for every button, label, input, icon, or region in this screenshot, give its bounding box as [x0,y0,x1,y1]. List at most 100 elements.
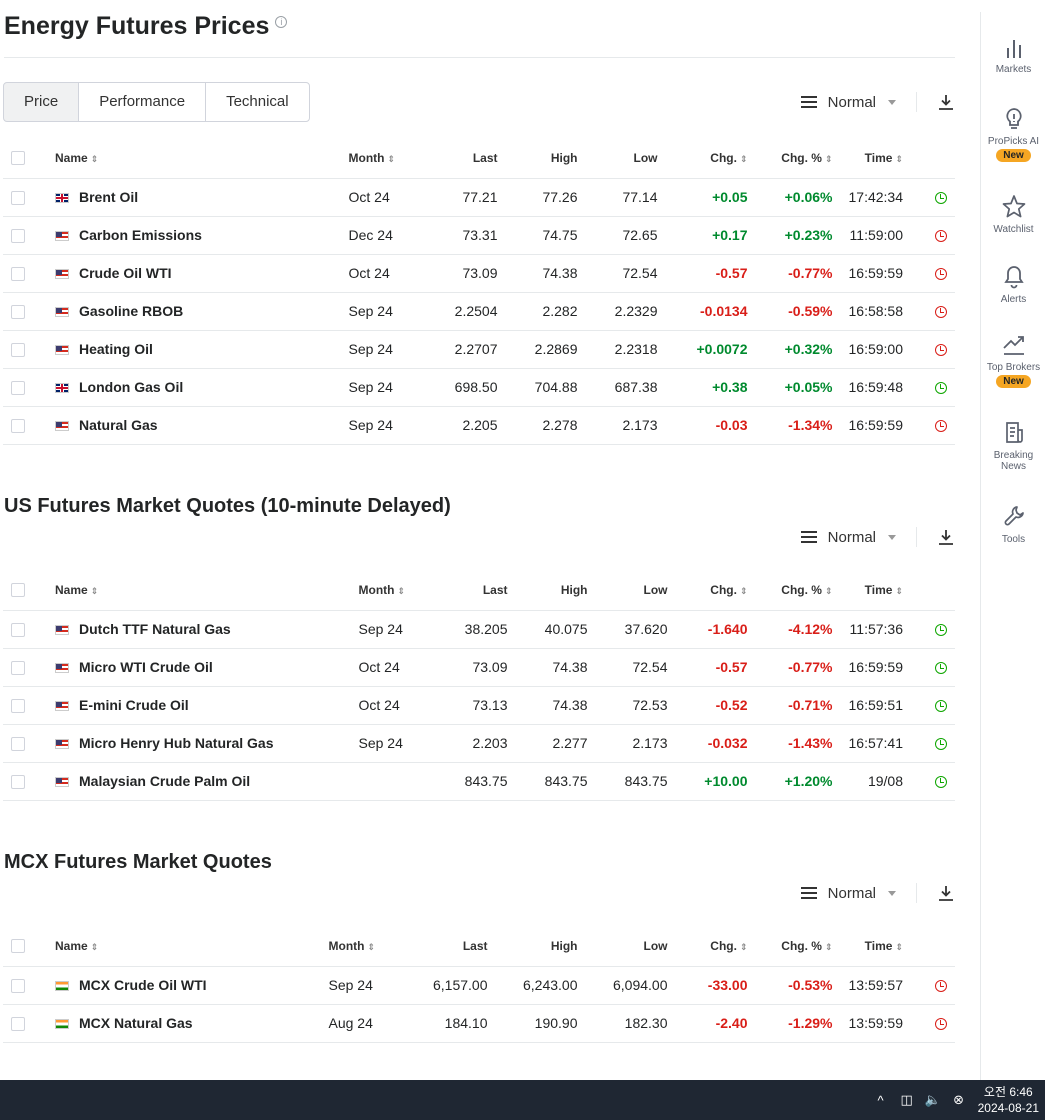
chg-pct-cell: -0.53% [755,966,841,1005]
volume-icon[interactable]: 🔈 [924,1092,941,1107]
clock-icon [935,700,947,713]
col-chg-pct[interactable]: Chg. % ⇕ [755,138,841,179]
download-icon[interactable] [937,93,955,111]
col-month[interactable]: Month ⇕ [350,570,441,611]
instrument-name-link[interactable]: Crude Oil WTI [79,265,172,281]
sidebar-item-watchlist[interactable]: Watchlist [981,194,1045,235]
instrument-name-link[interactable]: Brent Oil [79,189,139,205]
sidebar-item-markets[interactable]: Markets [981,36,1045,75]
instrument-name-link[interactable]: Malaysian Crude Palm Oil [79,773,251,789]
last-cell: 2.2707 [430,330,506,369]
row-checkbox[interactable] [3,254,47,293]
instrument-name-link[interactable]: MCX Natural Gas [79,1015,193,1031]
col-time[interactable]: Time ⇕ [840,926,911,967]
select-all-checkbox[interactable] [3,926,47,967]
row-checkbox[interactable] [3,1004,47,1043]
info-icon[interactable]: i [275,16,288,28]
flag-in-icon [55,981,69,992]
us-futures-table: Name ⇕ Month ⇕ Last High Low Chg. ⇕ Chg. % ⇕ Time ⇕ D… [3,570,955,801]
table-row[interactable]: Natural Gas Sep 24 2.205 2.278 2.173 -0.03 -1.… [3,406,955,445]
col-month[interactable]: Month ⇕ [340,138,431,179]
col-chg[interactable]: Chg. ⇕ [665,138,756,179]
row-checkbox[interactable] [3,686,47,725]
select-all-checkbox[interactable] [3,138,47,179]
table-row[interactable]: MCX Natural Gas Aug 24 184.10 190.90 182.30-… [3,1004,955,1043]
view-controls: Normal [800,522,955,552]
network-icon[interactable]: ◫ [900,1092,913,1107]
table-row[interactable]: Micro Henry Hub Natural Gas Sep 24 2.203 2.… [3,724,955,763]
instrument-name-link[interactable]: Carbon Emissions [79,227,202,243]
instrument-name-link[interactable]: MCX Crude Oil WTI [79,977,207,993]
row-checkbox[interactable] [3,292,47,331]
tab-price[interactable]: Price [3,82,80,122]
instrument-name-link[interactable]: Gasoline RBOB [79,303,184,319]
instrument-name-link[interactable]: Dutch TTF Natural Gas [79,621,231,637]
section-title-mcx-futures: MCX Futures Market Quotes [4,851,272,873]
download-icon[interactable] [937,884,955,902]
col-low: Low [595,570,676,611]
row-checkbox[interactable] [3,762,47,801]
col-time[interactable]: Time ⇕ [840,570,911,611]
table-row[interactable]: Dutch TTF Natural Gas Sep 24 38.205 40.075 3… [3,610,955,649]
chevron-up-icon[interactable]: ^ [877,1092,884,1108]
col-chg-pct[interactable]: Chg. % ⇕ [755,570,841,611]
table-row[interactable]: Micro WTI Crude Oil Oct 24 73.09 74.38 72.54… [3,648,955,687]
taskbar-clock[interactable]: 오전 6:46 2024-08-21 [978,1084,1039,1116]
time-cell: 13:59:59 [840,1004,911,1043]
instrument-name-link[interactable]: Heating Oil [79,341,153,357]
table-row[interactable]: Brent Oil Oct 24 77.21 77.26 77.14 +0.05 +0.06… [3,178,955,217]
view-mode-select[interactable]: Normal [800,885,896,902]
row-checkbox[interactable] [3,724,47,763]
col-time[interactable]: Time ⇕ [840,138,911,179]
instrument-name-link[interactable]: London Gas Oil [79,379,184,395]
row-checkbox[interactable] [3,368,47,407]
row-checkbox[interactable] [3,216,47,255]
table-row[interactable]: Crude Oil WTI Oct 24 73.09 74.38 72.54 -0.57-… [3,254,955,293]
table-row[interactable]: Malaysian Crude Palm Oil 843.75 843.75 843.… [3,762,955,801]
col-name[interactable]: Name ⇕ [47,926,321,967]
table-row[interactable]: London Gas Oil Sep 24 698.50 704.88 687.38 +0… [3,368,955,407]
time-cell: 19/08 [840,762,911,801]
row-checkbox[interactable] [3,330,47,369]
chg-pct-cell: -0.77% [755,648,841,687]
row-checkbox[interactable] [3,610,47,649]
col-chg[interactable]: Chg. ⇕ [675,926,756,967]
tab-technical[interactable]: Technical [205,82,310,122]
sidebar-item-propicks[interactable]: ProPicks AI New [981,106,1045,162]
col-chg-pct[interactable]: Chg. % ⇕ [755,926,841,967]
sidebar-label: Markets [995,64,1032,75]
low-cell: 2.2318 [585,330,666,369]
sidebar-item-alerts[interactable]: Alerts [981,264,1045,305]
instrument-name-link[interactable]: Micro Henry Hub Natural Gas [79,735,274,751]
col-month[interactable]: Month ⇕ [320,926,411,967]
flag-us-icon [55,269,69,280]
col-name[interactable]: Name ⇕ [47,138,341,179]
instrument-name-link[interactable]: Natural Gas [79,417,158,433]
notification-icon[interactable]: ⊗ [953,1092,965,1107]
download-icon[interactable] [937,528,955,546]
col-name[interactable]: Name ⇕ [47,570,351,611]
col-chg[interactable]: Chg. ⇕ [675,570,756,611]
row-checkbox[interactable] [3,966,47,1005]
view-mode-select[interactable]: Normal [800,94,896,111]
view-mode-select[interactable]: Normal [800,529,896,546]
tab-performance[interactable]: Performance [78,82,207,122]
row-checkbox[interactable] [3,178,47,217]
table-row[interactable]: E-mini Crude Oil Oct 24 73.13 74.38 72.53 -0.… [3,686,955,725]
sidebar-item-breaking-news[interactable]: Breaking News [981,420,1045,472]
sidebar-item-tools[interactable]: Tools [981,504,1045,545]
sidebar-item-top-brokers[interactable]: Top Brokers New [981,332,1045,388]
instrument-name-link[interactable]: Micro WTI Crude Oil [79,659,213,675]
select-all-checkbox[interactable] [3,570,47,611]
clock-icon [935,662,947,675]
row-checkbox[interactable] [3,406,47,445]
table-row[interactable]: Gasoline RBOB Sep 24 2.2504 2.282 2.2329 -0.0… [3,292,955,331]
row-checkbox[interactable] [3,648,47,687]
table-row[interactable]: Carbon Emissions Dec 24 73.31 74.75 72.65 +0.… [3,216,955,255]
table-row[interactable]: Heating Oil Sep 24 2.2707 2.2869 2.2318 +0.00… [3,330,955,369]
table-row[interactable]: MCX Crude Oil WTI Sep 24 6,157.00 6,243.00 6… [3,966,955,1005]
sort-icon: ⇕ [895,153,903,164]
col-status [911,926,955,967]
sort-icon: ⇕ [824,585,833,596]
instrument-name-link[interactable]: E-mini Crude Oil [79,697,189,713]
